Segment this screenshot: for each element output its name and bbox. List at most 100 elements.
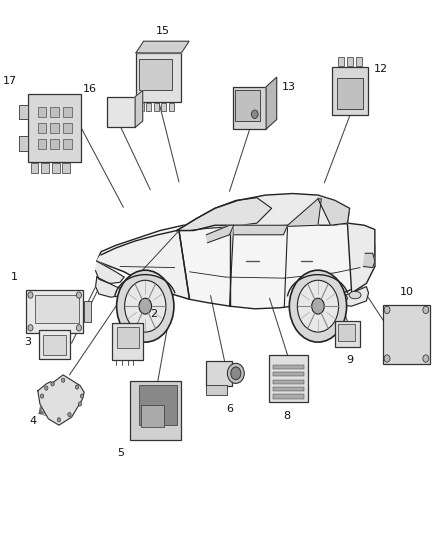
Bar bbox=[273, 379, 304, 384]
Bar bbox=[130, 381, 181, 440]
Circle shape bbox=[231, 367, 241, 379]
Polygon shape bbox=[318, 195, 350, 225]
Bar bbox=[50, 107, 59, 117]
Bar bbox=[335, 321, 360, 347]
Circle shape bbox=[40, 394, 44, 398]
Text: 16: 16 bbox=[83, 84, 97, 94]
Ellipse shape bbox=[227, 364, 244, 383]
Bar bbox=[337, 78, 363, 109]
Bar bbox=[273, 387, 304, 391]
Bar bbox=[269, 356, 308, 402]
Bar bbox=[235, 90, 260, 120]
Text: 12: 12 bbox=[374, 64, 389, 74]
Polygon shape bbox=[206, 225, 234, 243]
Bar bbox=[233, 87, 266, 129]
Circle shape bbox=[423, 355, 429, 362]
Polygon shape bbox=[97, 223, 375, 309]
Polygon shape bbox=[288, 199, 321, 227]
Bar bbox=[26, 290, 83, 333]
Bar bbox=[139, 60, 172, 90]
Text: 9: 9 bbox=[346, 355, 353, 365]
Bar bbox=[117, 327, 138, 348]
Circle shape bbox=[75, 385, 79, 389]
Bar bbox=[206, 361, 232, 386]
Bar bbox=[136, 53, 181, 101]
Bar bbox=[63, 107, 71, 117]
Text: 17: 17 bbox=[3, 76, 17, 86]
Bar bbox=[356, 57, 362, 66]
Polygon shape bbox=[97, 231, 190, 300]
Bar bbox=[42, 164, 49, 173]
Text: 5: 5 bbox=[117, 448, 124, 458]
Circle shape bbox=[290, 270, 346, 342]
Bar bbox=[169, 103, 174, 111]
Bar bbox=[141, 405, 164, 427]
Polygon shape bbox=[95, 261, 124, 284]
Circle shape bbox=[57, 418, 60, 422]
Ellipse shape bbox=[349, 292, 361, 299]
Bar bbox=[154, 103, 159, 111]
Bar bbox=[161, 103, 166, 111]
Polygon shape bbox=[177, 193, 350, 231]
Polygon shape bbox=[177, 198, 272, 231]
Bar bbox=[138, 103, 144, 111]
Bar bbox=[50, 123, 59, 133]
Text: 1: 1 bbox=[11, 272, 18, 282]
Text: 15: 15 bbox=[156, 26, 170, 36]
Circle shape bbox=[76, 292, 81, 298]
Circle shape bbox=[384, 306, 390, 313]
Bar bbox=[84, 301, 91, 322]
Polygon shape bbox=[38, 375, 84, 425]
Circle shape bbox=[28, 292, 33, 298]
Bar bbox=[106, 97, 135, 127]
Circle shape bbox=[45, 386, 48, 390]
Bar bbox=[50, 139, 59, 149]
Polygon shape bbox=[135, 91, 143, 127]
Polygon shape bbox=[136, 41, 189, 53]
Text: 13: 13 bbox=[282, 83, 296, 92]
Circle shape bbox=[423, 306, 429, 313]
Bar bbox=[43, 335, 66, 354]
Bar bbox=[273, 372, 304, 376]
Bar bbox=[63, 164, 70, 173]
Bar bbox=[146, 103, 151, 111]
Text: 8: 8 bbox=[283, 411, 290, 422]
Circle shape bbox=[384, 355, 390, 362]
Polygon shape bbox=[364, 253, 375, 268]
Bar bbox=[38, 107, 46, 117]
Bar bbox=[347, 57, 353, 66]
Bar bbox=[39, 330, 71, 359]
Text: 2: 2 bbox=[150, 309, 157, 319]
Bar bbox=[19, 104, 28, 119]
Bar bbox=[273, 394, 304, 399]
Bar bbox=[63, 139, 71, 149]
Bar bbox=[38, 123, 46, 133]
Polygon shape bbox=[266, 77, 277, 129]
Circle shape bbox=[51, 382, 54, 386]
Bar bbox=[273, 365, 304, 369]
Circle shape bbox=[68, 413, 71, 417]
Text: 4: 4 bbox=[29, 416, 37, 426]
Bar bbox=[28, 94, 81, 162]
Bar bbox=[52, 164, 60, 173]
Text: 10: 10 bbox=[399, 287, 413, 297]
Circle shape bbox=[28, 325, 33, 331]
Circle shape bbox=[78, 402, 81, 406]
Circle shape bbox=[117, 270, 174, 342]
Text: 6: 6 bbox=[226, 404, 233, 414]
Bar bbox=[113, 323, 143, 360]
Bar bbox=[338, 57, 344, 66]
Bar bbox=[206, 385, 227, 395]
Bar bbox=[138, 385, 177, 425]
Circle shape bbox=[139, 298, 152, 314]
Circle shape bbox=[297, 280, 339, 332]
Circle shape bbox=[81, 394, 84, 398]
Bar bbox=[19, 136, 28, 151]
Bar bbox=[63, 123, 71, 133]
Text: 3: 3 bbox=[25, 337, 32, 347]
Bar bbox=[35, 295, 79, 323]
Bar bbox=[31, 164, 39, 173]
Bar bbox=[383, 304, 430, 364]
Bar bbox=[338, 324, 355, 341]
Bar bbox=[332, 67, 368, 115]
